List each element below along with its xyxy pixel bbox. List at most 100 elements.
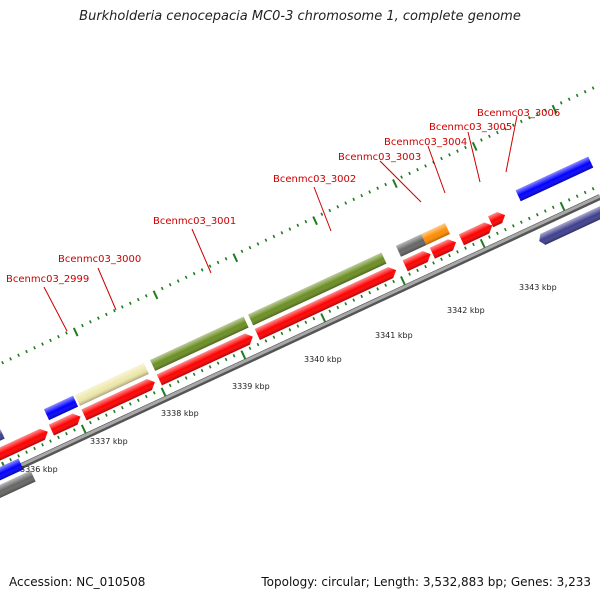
tick-mark [392,279,396,284]
tick-mark [543,108,547,113]
tick-mark [152,391,156,395]
tick-mark [280,331,284,336]
tick-mark [288,227,292,231]
gene-label[interactable]: Bcenmc03_3003 [338,152,421,163]
tick-mark [112,308,116,313]
tick-mark [256,242,260,246]
tick-mark [128,402,132,406]
gene-label[interactable]: Bcenmc03_3004 [384,137,467,148]
tick-mark [352,197,356,202]
tick-mark [33,446,36,451]
tick-mark [176,380,180,384]
tick-mark [25,349,28,354]
tick-mark [168,383,172,388]
upper-tick-row [1,83,600,365]
tick-mark [136,398,140,402]
tick-mark [535,213,539,217]
tick-mark [448,153,451,157]
tick-mark [424,264,427,269]
tick-mark [41,443,44,447]
tick-mark [479,238,486,248]
tick-mark [97,316,100,320]
tick-mark [456,149,459,153]
tick-mark [440,257,443,261]
tick-mark [496,231,499,235]
tick-mark [464,145,467,150]
tick-mark [408,171,411,176]
tick-mark [575,93,579,98]
tick-mark [104,312,108,317]
tick-mark [80,424,87,434]
tick-mark [240,249,244,254]
tick-mark [57,334,60,339]
tick-mark [392,179,398,189]
tick-mark [304,320,308,325]
gene-labels: Bcenmc03_2999 Bcenmc03_3000 Bcenmc03_300… [6,108,560,285]
tick-mark [120,305,124,309]
tick-mark [81,323,84,328]
gene-label[interactable]: Bcenmc03_3002 [273,174,356,185]
tick-mark [264,339,268,343]
tick-mark [200,268,204,272]
tick-mark [511,123,515,127]
gene-label[interactable]: Bcenmc03_3001 [153,216,236,227]
tick-mark [224,357,228,362]
tick-mark [488,134,491,138]
tick-mark [144,294,148,298]
tick-mark [384,283,388,287]
tick-mark [73,428,76,432]
tick-mark [17,353,20,357]
tick-mark [448,253,451,258]
gene-track [0,156,600,507]
tick-mark [9,457,12,462]
tick-mark [256,342,260,347]
tick-mark [471,141,478,151]
tick-mark [272,234,276,239]
upper-features [0,156,594,460]
tick-mark [296,324,300,328]
tick-mark [280,231,284,235]
tick-mark [240,350,247,360]
gene-label[interactable]: Bcenmc03_3000 [58,254,141,265]
tick-mark [583,190,587,195]
page-title: Burkholderia cenocepacia MC0-3 chromosom… [79,9,521,24]
tick-mark [591,86,595,90]
tick-mark [336,205,340,209]
gene-label[interactable]: Bcenmc03_3006 [477,108,560,119]
tick-mark [57,435,60,440]
gene-label[interactable]: Bcenmc03_3005 [429,122,512,133]
tick-mark [264,238,268,242]
tick-mark [408,272,411,276]
tick-mark [120,405,124,410]
tick-mark [328,208,332,213]
tick-mark [591,187,595,191]
topology-text: Topology: circular; Length: 3,532,883 bp… [261,575,591,589]
tick-mark [551,104,558,114]
tick-mark [312,316,316,321]
tick-mark [472,242,475,247]
kbp-label: 3339 kbp [232,382,270,391]
tick-mark [440,156,443,161]
tick-mark [504,227,507,232]
tick-mark [488,235,491,239]
tick-mark [288,328,292,332]
tick-mark [368,290,372,295]
tick-mark [49,439,52,443]
tick-mark [527,216,531,221]
gene-label[interactable]: Bcenmc03_2999 [6,274,89,285]
tick-mark [41,342,44,346]
tick-mark [503,127,507,131]
accession-text: Accession: NC_010508 [9,575,146,589]
cds-arrows [0,212,506,464]
kbp-label: 3337 kbp [90,437,128,446]
tick-mark [575,194,579,198]
tick-mark [368,190,372,194]
tick-mark [312,216,318,226]
tick-mark [344,302,348,306]
tick-mark [216,361,220,365]
tick-mark [376,287,380,291]
tick-mark [519,220,523,224]
tick-mark [559,201,566,211]
tick-mark [511,224,515,228]
